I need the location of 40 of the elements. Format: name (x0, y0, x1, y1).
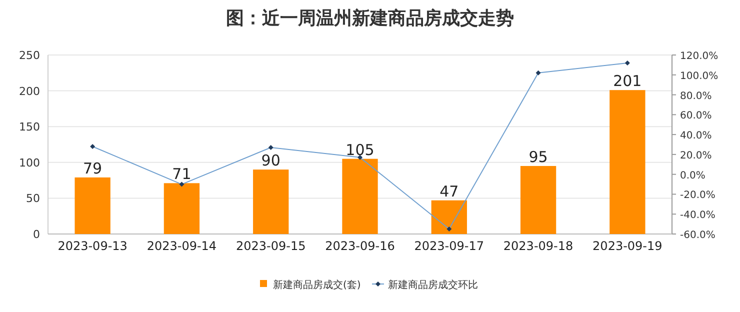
x-tick-label: 2023-09-15 (236, 239, 306, 253)
x-tick-label: 2023-09-16 (325, 239, 395, 253)
y2-tick-label: 100.0% (680, 70, 718, 82)
y2-tick-label: 60.0% (680, 110, 712, 122)
bar (253, 170, 289, 234)
y2-tick-label: -40.0% (680, 210, 716, 222)
y-tick-label: 250 (19, 49, 40, 62)
data-label: 105 (346, 140, 374, 159)
data-label: 47 (440, 182, 459, 200)
y2-tick-label: -60.0% (680, 230, 716, 241)
y2-tick-label: 0.0% (680, 170, 706, 182)
legend-label: 新建商品房成交环比 (388, 279, 478, 291)
y-tick-label: 100 (19, 156, 40, 170)
data-label: 71 (172, 165, 192, 184)
x-tick-label: 2023-09-17 (414, 239, 484, 253)
y-tick-label: 0 (33, 228, 40, 241)
y-tick-label: 50 (26, 192, 40, 206)
bar (520, 166, 556, 234)
bar (431, 200, 467, 234)
y2-tick-label: 40.0% (680, 130, 712, 142)
data-label: 201 (613, 72, 642, 90)
y2-tick-label: 120.0% (680, 51, 718, 62)
y2-tick-label: 80.0% (680, 90, 712, 102)
y-tick-label: 200 (19, 84, 40, 98)
x-tick-label: 2023-09-13 (58, 239, 128, 253)
data-label: 90 (261, 152, 280, 170)
x-tick-label: 2023-09-19 (592, 239, 662, 253)
x-tick-label: 2023-09-18 (503, 239, 574, 253)
data-label: 79 (83, 159, 102, 178)
legend-label: 新建商品房成交(套) (273, 279, 361, 291)
y2-tick-label: -20.0% (680, 190, 716, 202)
data-label: 95 (528, 148, 548, 166)
y-tick-label: 150 (19, 120, 40, 134)
y2-tick-label: 20.0% (680, 150, 712, 162)
chart-title: 图：近一周温州新建商品房成交走势 (226, 8, 514, 29)
x-tick-label: 2023-09-14 (146, 239, 217, 253)
bar (74, 177, 110, 234)
bar (610, 90, 646, 234)
bar (342, 158, 378, 234)
bar (164, 183, 200, 234)
